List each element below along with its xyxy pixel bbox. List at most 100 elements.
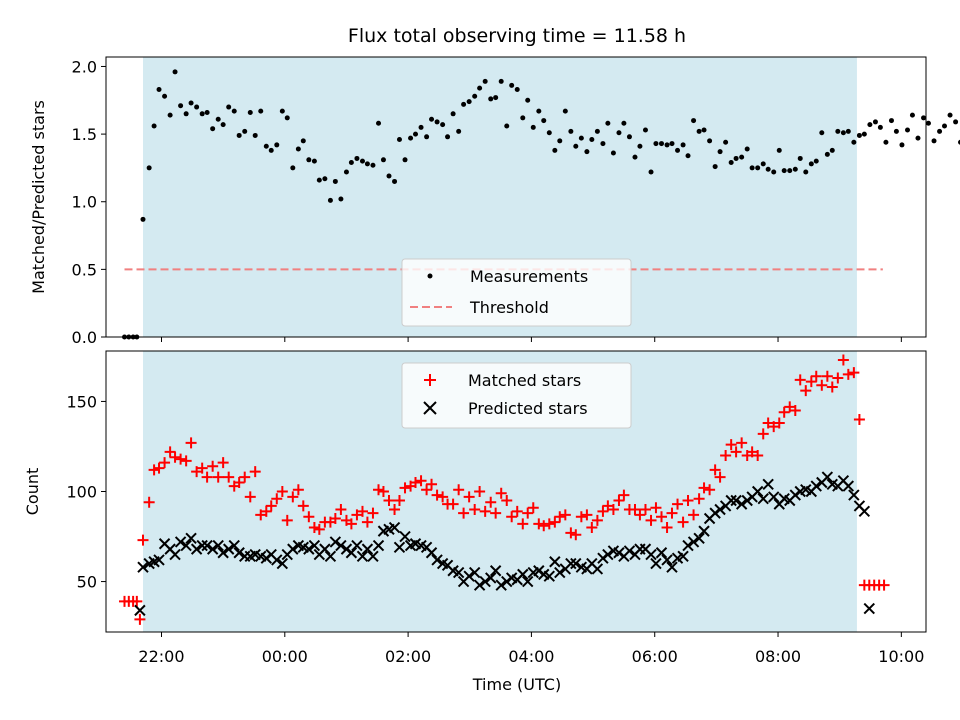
measurement-point [162,93,168,99]
matched-star-point [361,516,373,528]
matched-star-point [458,507,470,519]
measurement-point [226,104,232,110]
measurement-point [787,168,793,174]
matched-star-point [634,509,646,521]
measurement-point [648,169,654,175]
measurement-point [573,143,579,149]
bottom-legend-box [401,362,632,429]
predicted-star-point [565,557,577,570]
measurement-point [893,128,899,134]
legend-predicted-marker [423,401,437,415]
top-y-tick-label: 1.5 [72,125,97,144]
measurement-point [429,116,435,122]
matched-star-point [373,484,385,496]
measurement-point [835,128,841,134]
matched-star-point [164,446,176,458]
predicted-star-point [489,565,502,577]
x-tick-label: 02:00 [385,647,431,666]
matched-star-point [805,376,817,388]
matched-star-point [762,417,774,429]
predicted-star-point [212,539,224,552]
matched-star-point [613,495,625,507]
matched-star-point [453,484,465,496]
measurement-point [258,108,264,114]
predicted-star-point [549,556,561,568]
measurement-point [691,118,697,124]
measurement-point [717,149,723,155]
measurement-point [867,122,873,128]
predicted-star-point [666,561,678,573]
bottom-legend: Matched stars Predicted stars [401,362,632,429]
legend-measurement-marker [427,273,433,279]
measurement-point [188,100,194,106]
measurement-point [541,118,547,124]
measurement-point [338,196,344,202]
matched-star-point [495,487,507,499]
predicted-star-point [335,539,347,552]
predicted-star-point [351,539,363,552]
measurement-point [723,139,729,145]
predicted-star-point [185,532,197,545]
matched-star-point [196,462,208,474]
predicted-star-point [399,530,411,543]
matched-star-point [469,504,481,516]
predicted-star-point [174,536,187,548]
matched-star-point [543,518,555,530]
matched-star-point [816,379,828,391]
measurement-point [220,122,226,128]
matched-star-point [410,476,422,488]
matched-stars-points [118,354,890,625]
measurement-point [616,130,622,136]
matched-star-point [463,491,475,503]
predicted-star-point [698,525,710,537]
measurement-point [562,108,568,114]
matched-star-point [549,516,561,528]
matched-star-point [602,500,614,512]
measurement-point [156,86,162,92]
matched-star-point [511,505,523,517]
measurement-point [760,161,766,167]
matched-star-point [308,522,320,534]
top-y-tick-label: 0.0 [72,328,97,347]
matched-star-point [693,493,705,505]
matched-star-point [249,466,261,478]
measurement-point [279,108,285,114]
top-axis-ticks: 0.0 0.5 1.0 1.5 2.0 [72,57,902,347]
matched-star-point [666,507,678,519]
predicted-star-point [757,492,769,505]
matched-star-point [447,498,459,510]
matched-star-point [725,439,737,451]
measurement-point [664,142,670,148]
matched-star-point [709,464,721,476]
matched-star-point [639,504,651,516]
matched-star-point [191,466,203,478]
predicted-star-point [217,547,229,559]
measurement-point [632,154,638,160]
matched-star-point [607,504,619,516]
predicted-star-point [388,521,401,534]
measurement-point [845,128,851,134]
matched-star-point [570,529,582,541]
measurement-point [402,157,408,163]
measurement-point [861,131,867,137]
measurement-point [701,127,707,133]
predicted-star-point [233,547,245,559]
measurement-point [231,108,237,114]
matched-star-point [153,462,165,474]
predicted-star-point [372,539,385,552]
predicted-star-point [725,494,737,507]
measurement-point [546,130,552,136]
bottom-y-tick-label: 100 [66,483,97,502]
matched-star-point [682,495,694,507]
measurement-point [953,119,959,125]
measurement-point [424,134,430,140]
matched-star-point [399,482,411,494]
matched-star-point [431,489,443,501]
predicted-star-point [308,539,321,552]
measurement-point [370,162,376,168]
matched-star-point [789,404,801,416]
predicted-star-point [730,494,742,507]
x-tick-label: 22:00 [138,647,184,666]
matched-star-point [533,518,545,530]
matched-star-point [746,446,758,458]
